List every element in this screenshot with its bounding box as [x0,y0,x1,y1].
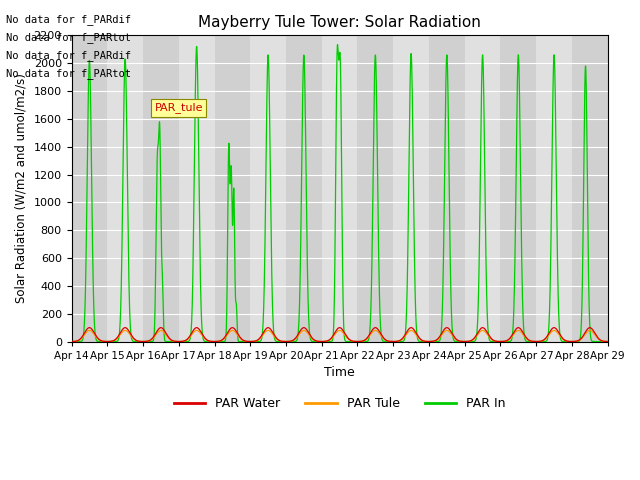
Text: No data for f_PARtot: No data for f_PARtot [6,32,131,43]
Bar [393,36,429,342]
Text: No data for f_PARdif: No data for f_PARdif [6,13,131,24]
Text: PAR_tule: PAR_tule [155,102,203,113]
Legend: PAR Water, PAR Tule, PAR In: PAR Water, PAR Tule, PAR In [169,392,510,415]
Bar [322,36,358,342]
Bar [358,36,393,342]
Bar [429,36,465,342]
Bar [250,36,286,342]
Bar [143,36,179,342]
Bar [214,36,250,342]
Bar [572,36,608,342]
Bar [536,36,572,342]
Bar [286,36,322,342]
Y-axis label: Solar Radiation (W/m2 and umol/m2/s): Solar Radiation (W/m2 and umol/m2/s) [15,73,28,303]
Bar [108,36,143,342]
X-axis label: Time: Time [324,366,355,379]
Bar [500,36,536,342]
Bar [72,36,108,342]
Text: No data for f_PARtot: No data for f_PARtot [6,68,131,79]
Text: No data for f_PARdif: No data for f_PARdif [6,50,131,61]
Bar [465,36,500,342]
Title: Mayberry Tule Tower: Solar Radiation: Mayberry Tule Tower: Solar Radiation [198,15,481,30]
Bar [179,36,214,342]
